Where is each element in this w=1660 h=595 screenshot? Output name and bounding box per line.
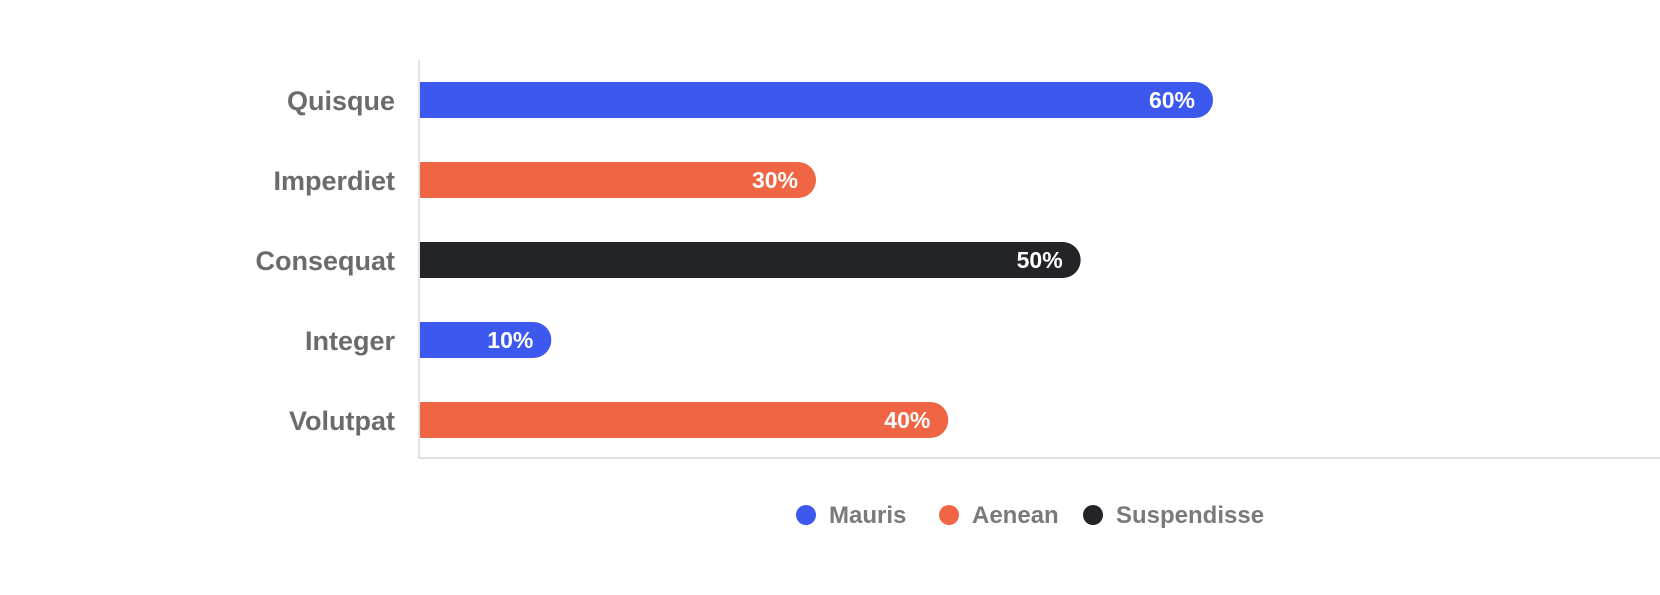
bar-consequat: [420, 242, 1081, 278]
value-label-consequat: 50%: [1017, 247, 1063, 273]
bars: 60% 30% 50% 10% 40%: [420, 82, 1213, 438]
category-label-imperdiet: Imperdiet: [273, 166, 395, 196]
legend-swatch-mauris: [796, 505, 816, 525]
value-label-imperdiet: 30%: [752, 167, 798, 193]
legend-label-suspendisse: Suspendisse: [1116, 502, 1264, 529]
value-label-quisque: 60%: [1149, 87, 1195, 113]
legend-label-mauris: Mauris: [829, 502, 906, 529]
axes: [418, 60, 1660, 459]
bar-quisque: [420, 82, 1213, 118]
category-label-volutpat: Volutpat: [289, 406, 395, 436]
category-label-integer: Integer: [305, 326, 396, 356]
bar-imperdiet: [420, 162, 816, 198]
legend-item-aenean: Aenean: [939, 502, 1059, 529]
legend-item-suspendisse: Suspendisse: [1083, 502, 1264, 529]
legend-swatch-aenean: [939, 505, 959, 525]
legend-swatch-suspendisse: [1083, 505, 1103, 525]
legend: Mauris Aenean Suspendisse: [796, 502, 1264, 529]
category-label-consequat: Consequat: [255, 246, 395, 276]
legend-label-aenean: Aenean: [972, 502, 1059, 529]
value-label-integer: 10%: [487, 327, 533, 353]
category-label-quisque: Quisque: [287, 86, 395, 116]
legend-item-mauris: Mauris: [796, 502, 906, 529]
bar-volutpat: [420, 402, 949, 438]
value-label-volutpat: 40%: [884, 407, 930, 433]
category-labels: Quisque Imperdiet Consequat Integer Volutpat: [255, 86, 395, 436]
bar-integer: [420, 322, 552, 358]
